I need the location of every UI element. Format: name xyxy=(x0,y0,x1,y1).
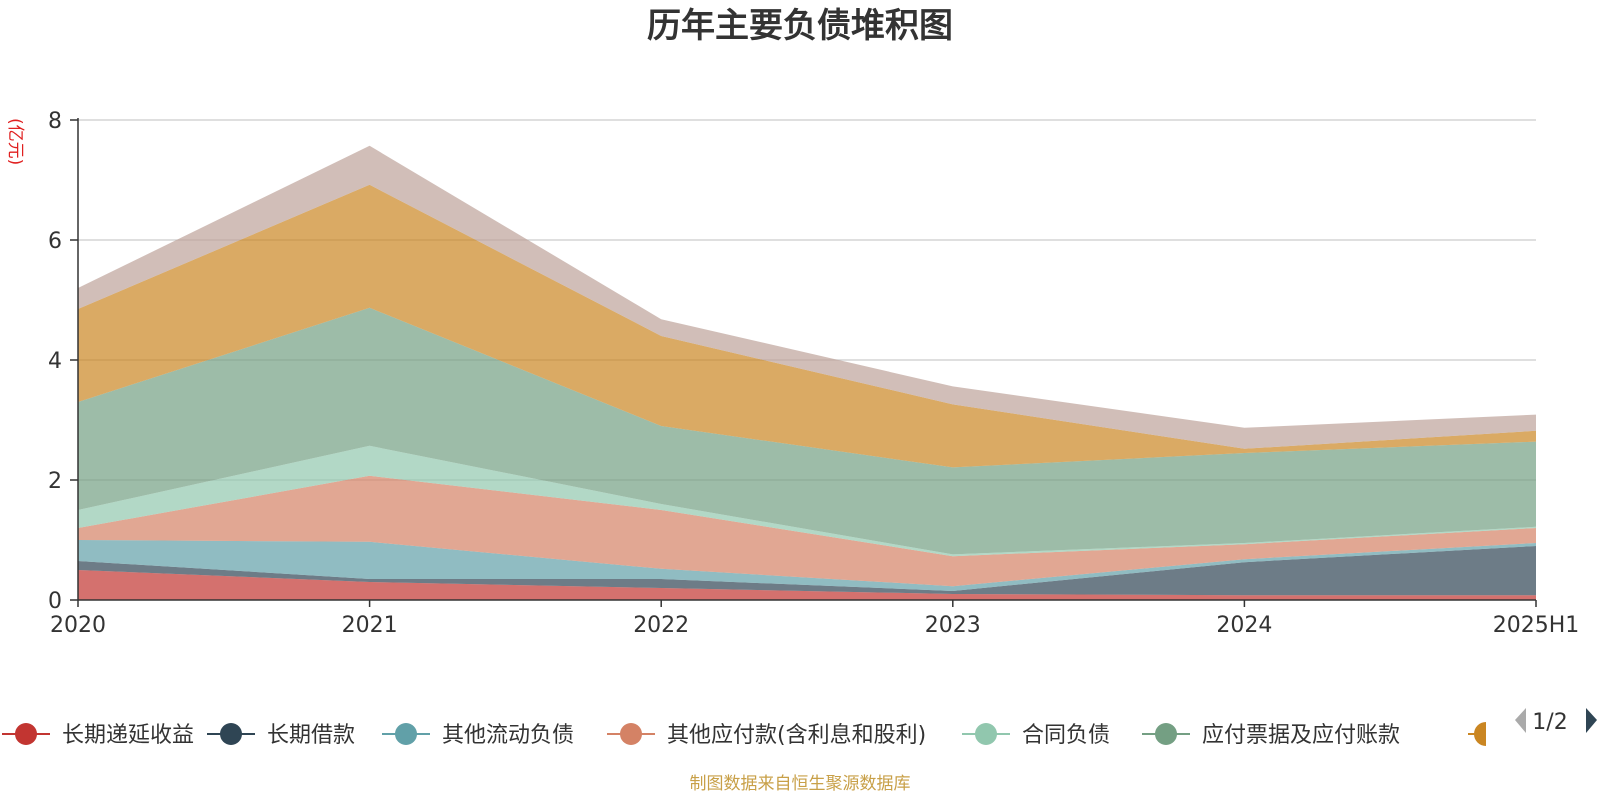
legend-marker-icon xyxy=(1155,723,1177,745)
y-tick-label: 0 xyxy=(48,589,62,614)
legend-item[interactable]: 合同负债 xyxy=(962,723,1110,748)
axes: 0 2 4 6 8 2020 2021 2022 2023 2024 2025H1 xyxy=(48,109,1579,638)
area-series-4 xyxy=(78,475,1536,587)
legend-label: 应付票据及应付账款 xyxy=(1202,723,1400,748)
legend-label: 长期递延收益 xyxy=(62,723,194,748)
y-axis-unit-label: (亿元) xyxy=(5,118,25,165)
area-series-6 xyxy=(78,307,1536,555)
legend-label: 长期借款 xyxy=(267,723,355,748)
legend-marker-icon xyxy=(15,723,37,745)
legend-prev-page-button[interactable] xyxy=(1515,708,1526,733)
legend-label: 其他流动负债 xyxy=(442,723,574,748)
legend-item-partial[interactable] xyxy=(1468,722,1486,746)
area-series-5 xyxy=(78,445,1536,557)
legend-item[interactable]: 长期递延收益 xyxy=(2,723,194,748)
chart-title: 历年主要负债堆积图 xyxy=(647,6,953,46)
x-tick-label: 2024 xyxy=(1216,613,1272,638)
legend-marker-icon xyxy=(1474,722,1486,746)
x-tick-label: 2020 xyxy=(50,613,106,638)
area-series-2 xyxy=(78,546,1536,596)
legend-item[interactable]: 其他流动负债 xyxy=(382,723,574,748)
legend-item[interactable]: 长期借款 xyxy=(207,723,355,748)
area-series xyxy=(78,145,1536,600)
legend-marker-icon xyxy=(220,723,242,745)
legend-next-page-button[interactable] xyxy=(1586,708,1597,733)
legend-marker-icon xyxy=(395,723,417,745)
area-series-3 xyxy=(78,540,1536,591)
x-tick-label: 2021 xyxy=(342,613,398,638)
data-source-note: 制图数据来自恒生聚源数据库 xyxy=(690,774,911,794)
legend-label: 合同负债 xyxy=(1022,723,1110,748)
x-tick-label: 2022 xyxy=(633,613,689,638)
y-tick-label: 4 xyxy=(48,349,62,374)
legend: 长期递延收益 长期借款 其他流动负债 其他应付款(含利息和股利) 合同负债 应付票据及应付… xyxy=(2,722,1486,748)
area-series-7 xyxy=(78,184,1536,468)
x-tick-label: 2023 xyxy=(925,613,981,638)
legend-marker-icon xyxy=(975,723,997,745)
y-tick-label: 2 xyxy=(48,469,62,494)
x-tick-label: 2025H1 xyxy=(1493,613,1580,638)
y-tick-label: 8 xyxy=(48,109,62,134)
area-series-1 xyxy=(78,570,1536,600)
legend-label: 其他应付款(含利息和股利) xyxy=(667,723,926,748)
legend-page-indicator: 1/2 xyxy=(1532,710,1567,735)
area-series-8 xyxy=(78,145,1536,449)
legend-marker-icon xyxy=(620,723,642,745)
y-tick-label: 6 xyxy=(48,229,62,254)
legend-item[interactable]: 其他应付款(含利息和股利) xyxy=(607,723,926,748)
legend-item[interactable]: 应付票据及应付账款 xyxy=(1142,723,1400,748)
legend-pager: 1/2 xyxy=(1515,708,1597,735)
